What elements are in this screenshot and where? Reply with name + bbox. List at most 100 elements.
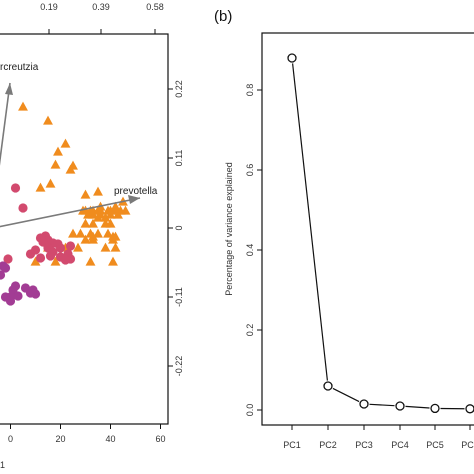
triangle-point xyxy=(43,115,53,125)
triangle-point xyxy=(110,201,121,211)
scree-point xyxy=(465,404,474,414)
scree-y-axis: 0.0 0.2 0.4 0.6 0.8 xyxy=(245,84,262,417)
top-tick-label: 0.39 xyxy=(92,2,110,12)
triangle-point xyxy=(100,242,111,252)
triangle-point xyxy=(100,212,111,222)
circle-point xyxy=(60,255,71,265)
biplot-right-axis: 0.22 0.11 0 -0.11 -0.22 xyxy=(168,80,184,376)
y-tick-label: 0.8 xyxy=(245,84,255,97)
triangle-point xyxy=(50,256,61,266)
triangle-point xyxy=(113,209,123,219)
scree-segment xyxy=(405,405,430,409)
circle-point xyxy=(10,183,21,193)
right-tick-label: -0.11 xyxy=(174,287,184,307)
scree-point xyxy=(287,53,297,63)
triangle-point xyxy=(105,209,116,219)
panel-label-b: (b) xyxy=(214,8,232,25)
x-tick-label: PC1 xyxy=(283,440,301,450)
triangle-point xyxy=(93,212,103,222)
scree-point xyxy=(395,401,405,411)
triangle-point xyxy=(35,182,46,192)
circle-point xyxy=(35,253,46,263)
y-tick-label: 0.4 xyxy=(245,244,255,257)
x-tick-label: PC4 xyxy=(391,440,409,450)
triangle-point xyxy=(30,256,41,266)
circle-point xyxy=(25,249,36,259)
triangle-point xyxy=(85,256,96,266)
triangle-point xyxy=(88,234,98,244)
scree-x-axis: PC1 PC2 PC3 PC4 PC5 PC6 xyxy=(283,425,474,450)
triangle-point xyxy=(103,228,113,238)
triangle-point xyxy=(105,218,116,228)
triangle-point xyxy=(93,186,103,196)
triangle-point xyxy=(80,218,91,228)
triangle-point xyxy=(108,234,118,244)
biplot-panel: 0 20 40 60 0.19 0.39 0.58 0.22 0.11 0 -0.11 -0.22… xyxy=(0,2,184,470)
x-tick-label: PC3 xyxy=(355,440,373,450)
arrow-label-rcreutzia: rcreutzia xyxy=(0,62,39,73)
circle-point xyxy=(65,241,76,251)
triangle-point xyxy=(120,205,131,215)
triangle-point xyxy=(110,242,121,252)
right-tick-label: 0 xyxy=(174,225,184,230)
triangle-point xyxy=(18,101,28,111)
triangle-point xyxy=(50,159,61,169)
triangle-point xyxy=(53,146,63,156)
x-tick-label: 0 xyxy=(8,434,13,444)
triangle-point xyxy=(65,164,76,174)
circle-point xyxy=(3,254,13,264)
biplot-frame xyxy=(0,33,169,425)
circle-point xyxy=(55,243,66,253)
x-tick-label: 40 xyxy=(105,434,115,444)
triangle-point xyxy=(45,178,56,188)
bottom-corner-label: 1 xyxy=(0,460,5,470)
y-tick-label: 0.2 xyxy=(245,324,255,337)
y-tick-label: 0.0 xyxy=(245,404,255,417)
top-tick-label: 0.19 xyxy=(40,2,58,12)
biplot-arrows: rcreutzia prevotella xyxy=(0,62,158,228)
circle-point xyxy=(18,203,28,213)
x-tick-label: PC2 xyxy=(319,440,337,450)
scree-segment xyxy=(369,403,395,407)
right-tick-label: 0.22 xyxy=(174,80,184,98)
scree-segment xyxy=(332,387,360,403)
triangle-point xyxy=(108,256,118,266)
triangle-point xyxy=(93,228,103,238)
scree-point xyxy=(359,399,369,409)
top-tick-label: 0.58 xyxy=(146,2,164,12)
scree-point xyxy=(323,381,333,391)
right-tick-label: -0.22 xyxy=(174,356,184,377)
circle-point xyxy=(13,291,23,301)
biplot-top-axis: 0.19 0.39 0.58 xyxy=(40,2,164,34)
circle-point xyxy=(45,251,56,261)
triangle-point xyxy=(68,228,78,238)
triangle-point xyxy=(80,189,91,199)
y-tick-label: 0.6 xyxy=(245,164,255,177)
circle-point xyxy=(0,263,11,273)
biplot-bottom-axis: 0 20 40 60 xyxy=(8,424,166,444)
x-tick-label: PC5 xyxy=(426,440,444,450)
triangle-point xyxy=(73,242,83,252)
scree-y-axis-title: Percentage of variance explained xyxy=(224,162,234,296)
arrow-prevotella xyxy=(0,197,141,228)
triangle-point xyxy=(60,138,71,148)
triangle-point xyxy=(88,218,98,228)
circle-point xyxy=(0,270,6,280)
scree-frame xyxy=(261,32,474,426)
arrowhead-prevotella xyxy=(128,195,140,204)
circle-point xyxy=(5,296,16,306)
arrowhead-rcreutzia xyxy=(5,83,13,95)
scree-points xyxy=(287,53,474,414)
circle-point xyxy=(30,289,41,299)
biplot-points xyxy=(0,101,131,306)
scree-segment xyxy=(292,63,328,381)
triangle-point xyxy=(80,234,91,244)
x-tick-label: 20 xyxy=(55,434,65,444)
scree-line xyxy=(292,63,465,410)
scree-point xyxy=(430,403,440,414)
scree-panel: (b) 0.0 0.2 0.4 0.6 0.8 PC1 PC2 PC3 PC4 PC5 PC6 P… xyxy=(214,8,474,450)
arrow-rcreutzia xyxy=(0,82,11,166)
x-tick-label: 60 xyxy=(155,434,165,444)
right-tick-label: 0.11 xyxy=(174,150,184,167)
